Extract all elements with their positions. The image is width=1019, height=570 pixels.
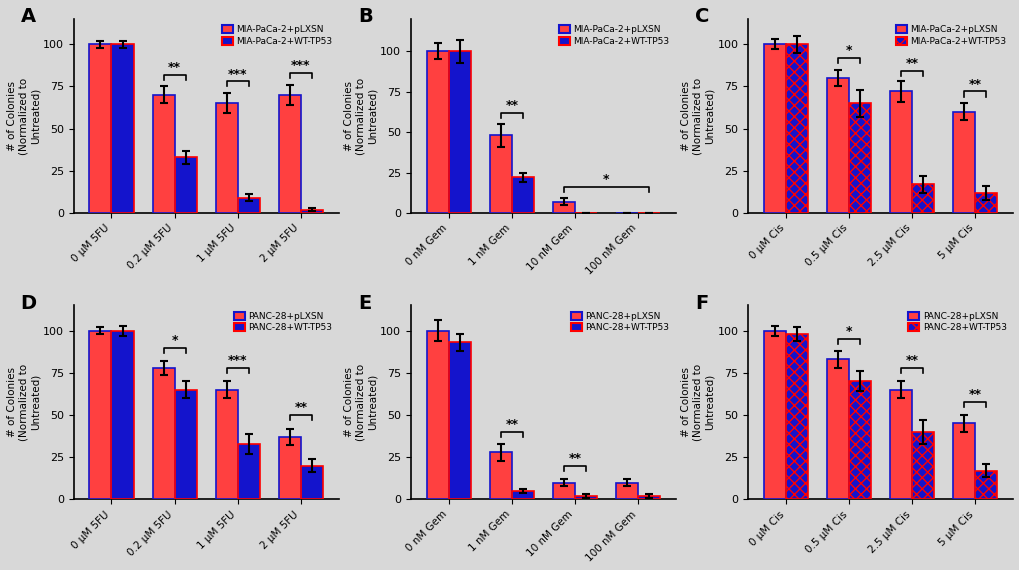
Bar: [911, 432, 933, 499]
Bar: [575, 496, 596, 499]
Text: **: **: [168, 61, 181, 74]
Bar: [448, 343, 471, 499]
Bar: [637, 496, 659, 499]
Bar: [890, 92, 911, 213]
Bar: [215, 390, 237, 499]
Text: A: A: [20, 7, 36, 26]
Text: F: F: [694, 294, 707, 313]
Bar: [848, 381, 870, 499]
Bar: [426, 51, 448, 213]
Bar: [278, 95, 301, 213]
Bar: [448, 51, 471, 213]
Bar: [952, 424, 974, 499]
Bar: [552, 202, 575, 213]
Legend: MIA-PaCa-2+pLXSN, MIA-PaCa-2+WT-TP53: MIA-PaCa-2+pLXSN, MIA-PaCa-2+WT-TP53: [220, 23, 334, 47]
Bar: [890, 390, 911, 499]
Text: **: **: [568, 452, 581, 465]
Bar: [111, 331, 133, 499]
Bar: [215, 103, 237, 213]
Bar: [153, 368, 174, 499]
Text: B: B: [358, 7, 372, 26]
Bar: [301, 210, 323, 213]
Text: *: *: [845, 44, 852, 57]
Bar: [278, 437, 301, 499]
Bar: [952, 112, 974, 213]
Legend: MIA-PaCa-2+pLXSN, MIA-PaCa-2+WT-TP53: MIA-PaCa-2+pLXSN, MIA-PaCa-2+WT-TP53: [894, 23, 1008, 47]
Text: *: *: [845, 325, 852, 338]
Y-axis label: # of Colonies
(Normalized to
Untreated): # of Colonies (Normalized to Untreated): [681, 78, 714, 154]
Bar: [174, 157, 197, 213]
Bar: [489, 136, 512, 213]
Bar: [848, 103, 870, 213]
Text: **: **: [293, 401, 307, 414]
Bar: [90, 44, 111, 213]
Y-axis label: # of Colonies
(Normalized to
Untreated): # of Colonies (Normalized to Untreated): [681, 364, 714, 441]
Bar: [763, 331, 786, 499]
Text: D: D: [20, 294, 37, 313]
Bar: [826, 78, 848, 213]
Legend: PANC-28+pLXSN, PANC-28+WT-TP53: PANC-28+pLXSN, PANC-28+WT-TP53: [231, 310, 334, 334]
Text: E: E: [358, 294, 371, 313]
Bar: [512, 177, 533, 213]
Text: **: **: [504, 418, 518, 431]
Bar: [552, 483, 575, 499]
Text: ***: ***: [290, 59, 310, 72]
Bar: [763, 44, 786, 213]
Bar: [174, 390, 197, 499]
Bar: [826, 359, 848, 499]
Bar: [111, 44, 133, 213]
Legend: PANC-28+pLXSN, PANC-28+WT-TP53: PANC-28+pLXSN, PANC-28+WT-TP53: [906, 310, 1008, 334]
Y-axis label: # of Colonies
(Normalized to
Untreated): # of Colonies (Normalized to Untreated): [343, 78, 377, 154]
Bar: [911, 184, 933, 213]
Text: **: **: [905, 58, 918, 71]
Y-axis label: # of Colonies
(Normalized to
Untreated): # of Colonies (Normalized to Untreated): [7, 364, 40, 441]
Text: **: **: [504, 99, 518, 112]
Bar: [237, 443, 260, 499]
Y-axis label: # of Colonies
(Normalized to
Untreated): # of Colonies (Normalized to Untreated): [7, 78, 40, 154]
Bar: [90, 331, 111, 499]
Bar: [786, 334, 807, 499]
Bar: [974, 193, 997, 213]
Bar: [301, 466, 323, 499]
Text: *: *: [602, 173, 609, 186]
Bar: [974, 471, 997, 499]
Text: C: C: [694, 7, 709, 26]
Text: **: **: [968, 388, 980, 401]
Bar: [237, 198, 260, 213]
Bar: [489, 452, 512, 499]
Y-axis label: # of Colonies
(Normalized to
Untreated): # of Colonies (Normalized to Untreated): [343, 364, 377, 441]
Bar: [426, 331, 448, 499]
Bar: [512, 491, 533, 499]
Legend: MIA-PaCa-2+pLXSN, MIA-PaCa-2+WT-TP53: MIA-PaCa-2+pLXSN, MIA-PaCa-2+WT-TP53: [556, 23, 671, 47]
Text: **: **: [905, 354, 918, 367]
Text: ***: ***: [227, 67, 248, 80]
Bar: [615, 483, 637, 499]
Bar: [786, 44, 807, 213]
Legend: PANC-28+pLXSN, PANC-28+WT-TP53: PANC-28+pLXSN, PANC-28+WT-TP53: [569, 310, 671, 334]
Text: *: *: [171, 333, 177, 347]
Text: **: **: [968, 78, 980, 91]
Text: ***: ***: [227, 354, 248, 367]
Bar: [153, 95, 174, 213]
